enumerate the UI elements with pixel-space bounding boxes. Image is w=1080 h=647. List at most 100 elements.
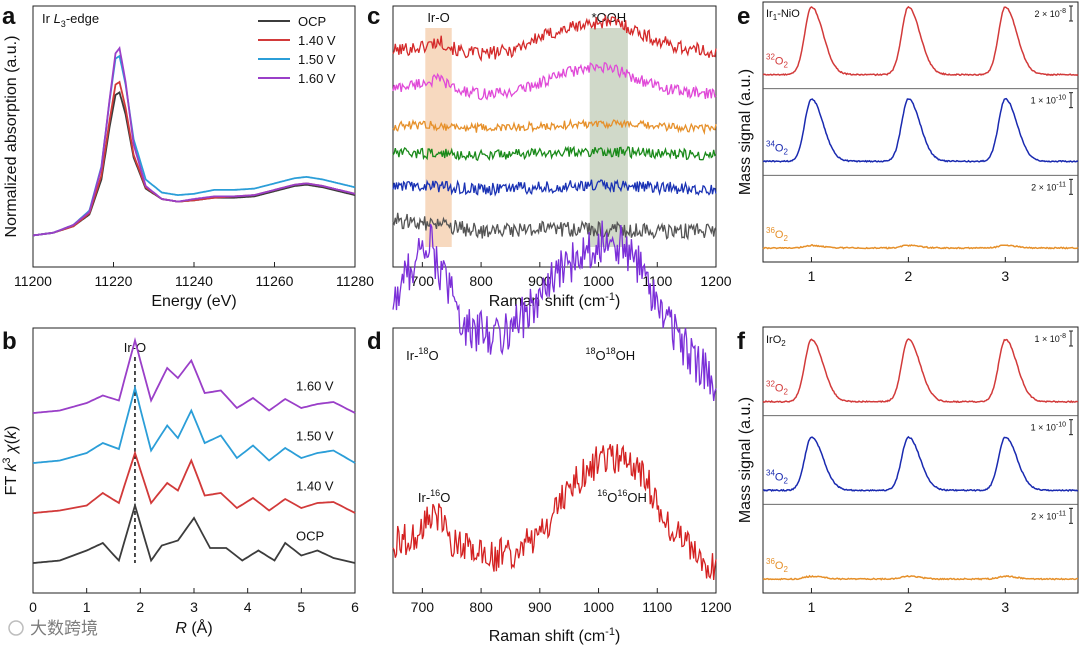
panel-e-xtick-label: 3 — [1001, 268, 1009, 284]
panel-c-series-2 — [392, 118, 717, 136]
panel-a-series-3 — [32, 46, 356, 237]
panel-b-series-2 — [32, 450, 356, 514]
panel-d-xlabel: Raman shift (cm-1) — [489, 626, 621, 645]
panel-f-xtick-label: 1 — [808, 599, 816, 615]
panel-c-xtick-label: 1000 — [583, 273, 614, 289]
panel-b-xtick-label: 4 — [244, 599, 252, 615]
watermark-text: 大数跨境 — [30, 619, 98, 638]
panel-f-trace-36 — [762, 574, 1078, 581]
panel-d-xtick-label: 1200 — [700, 599, 731, 615]
panel-f-xtick-label: 3 — [1001, 599, 1009, 615]
panel-f-catalyst-label: IrO2 — [766, 334, 786, 348]
panel-d-xtick-label: 1000 — [583, 599, 614, 615]
watermark-logo-icon — [8, 620, 24, 636]
panel-f-scale-label-32: 1 × 10-8 — [1034, 333, 1066, 344]
panel-a: 11200 11220 11240 11260 11280 Energy (eV) Norm… — [2, 3, 374, 310]
panel-a-ylabel: Normalized absorption (a.u.) — [3, 36, 20, 238]
panel-c-frame — [392, 5, 717, 268]
panel-e-frame — [762, 1, 1079, 263]
panel-e-xtick-label: 2 — [904, 268, 912, 284]
panel-b-series-label-2: 1.40 V — [296, 479, 334, 494]
panel-a-xtick-label: 11280 — [336, 273, 374, 289]
panel-a-legend-label-2: 1.50 V — [298, 52, 336, 67]
panel-c-series-5 — [392, 212, 717, 241]
panel-a-legend-label-0: OCP — [298, 14, 326, 29]
panel-f-letter: f — [737, 328, 746, 355]
panel-d-xtick-label: 800 — [469, 599, 493, 615]
panel-b-series-0 — [32, 337, 356, 414]
panel-f-row-label-36: 36O2 — [766, 557, 788, 574]
panel-e-scale-label-32: 2 × 10-8 — [1034, 8, 1066, 19]
panel-c-series-1 — [392, 62, 717, 101]
panel-f-xtick-label: 2 — [904, 599, 912, 615]
panel-b-letter: b — [2, 328, 17, 355]
panel-f: 32O2 1 × 10-8 34O2 1 × 10-10 36O2 2 × 10-11 1 2… — [737, 326, 1079, 615]
panel-a-xtick-label: 11200 — [14, 273, 52, 289]
panel-c-series-4 — [392, 179, 717, 197]
panel-e-row-label-34: 34O2 — [766, 139, 788, 156]
panel-e-catalyst-label: Ir1-NiO — [766, 8, 800, 22]
panel-e-trace-36 — [762, 244, 1079, 250]
panel-f-scale-label-36: 2 × 10-11 — [1031, 510, 1066, 521]
panel-f-ylabel: Mass signal (a.u.) — [737, 397, 754, 523]
panel-b-series-1 — [32, 384, 356, 464]
panel-c-xtick-label: 800 — [469, 273, 493, 289]
panel-b-xlabel: R (Å) — [175, 618, 212, 637]
panel-e-row-label-32: 32O2 — [766, 53, 788, 70]
panel-c-band-1 — [589, 28, 628, 247]
watermark: 大数跨境 — [8, 619, 98, 638]
panel-b-series-3 — [32, 502, 356, 564]
panel-d: Ir-18O 18O18OH Ir-16O 16O16OH 700 800 900 1000 1… — [367, 220, 732, 645]
panel-c-letter: c — [367, 3, 380, 30]
panel-b-xtick-label: 2 — [136, 599, 144, 615]
panel-d-peak-label-1-0: Ir-16O — [418, 488, 450, 505]
panel-c-series-0 — [392, 14, 717, 63]
panel-d-letter: d — [367, 328, 382, 355]
panel-a-xtick-label: 11220 — [95, 273, 133, 289]
panel-b-series-label-0: 1.60 V — [296, 379, 334, 394]
panel-e-xtick-label: 1 — [808, 268, 816, 284]
panel-e: 32O2 2 × 10-8 34O2 1 × 10-10 36O2 2 × 10-11 1 2… — [737, 1, 1079, 284]
panel-e-ylabel: Mass signal (a.u.) — [737, 69, 754, 195]
panel-a-legend-label-1: 1.40 V — [298, 33, 336, 48]
panel-b-series-label-3: OCP — [296, 529, 324, 544]
panel-f-row-label-34: 34O2 — [766, 468, 788, 485]
panel-b-xtick-label: 5 — [297, 599, 305, 615]
panel-b-xtick-label: 0 — [29, 599, 37, 615]
panel-a-edge-label: Ir L3-edge — [42, 11, 99, 29]
panel-c-xtick-label: 700 — [411, 273, 435, 289]
panel-a-xlabel: Energy (eV) — [151, 293, 236, 310]
panel-d-xtick-label: 1100 — [642, 599, 672, 615]
panel-a-series-0 — [32, 91, 356, 237]
panel-e-row-label-36: 36O2 — [766, 226, 788, 243]
panel-d-peak-label-1-1: 16O16OH — [597, 488, 647, 505]
panel-c-series-3 — [392, 145, 717, 162]
panel-d-frame — [392, 327, 717, 594]
panel-c-band-0 — [425, 28, 452, 247]
panel-b-xtick-label: 1 — [83, 599, 91, 615]
panel-a-xtick-label: 11260 — [256, 273, 294, 289]
panel-a-legend-label-3: 1.60 V — [298, 71, 336, 86]
panel-d-peak-label-0-1: 18O18OH — [585, 346, 635, 363]
panel-f-scale-label-34: 1 × 10-10 — [1031, 422, 1067, 433]
panel-b-marker-label: Ir-O — [124, 340, 146, 355]
panel-f-trace-32 — [762, 338, 1078, 404]
panel-c-xlabel: Raman shift (cm-1) — [489, 291, 621, 310]
panel-e-letter: e — [737, 3, 750, 30]
panel-e-scale-label-34: 1 × 10-10 — [1031, 95, 1067, 106]
panel-d-xtick-label: 700 — [411, 599, 435, 615]
panel-a-series-1 — [32, 80, 356, 237]
panel-c-xtick-label: 1200 — [700, 273, 731, 289]
panel-c-xtick-label: 1100 — [642, 273, 672, 289]
panel-f-trace-34 — [762, 435, 1079, 492]
panel-d-peak-label-0-0: Ir-18O — [406, 346, 438, 363]
panel-c-band-label-0: Ir-O — [427, 10, 449, 25]
panel-a-letter: a — [2, 3, 16, 30]
panel-e-trace-34 — [762, 97, 1079, 163]
panel-c-xtick-label: 900 — [528, 273, 552, 289]
panel-f-row-label-32: 32O2 — [766, 380, 788, 397]
panel-b: Ir-O 1.60 V 1.50 V 1.40 V OCP 0 1 2 3 4 5 6 R (Å) FT … — [1, 327, 359, 637]
panel-b-series-label-1: 1.50 V — [296, 429, 334, 444]
